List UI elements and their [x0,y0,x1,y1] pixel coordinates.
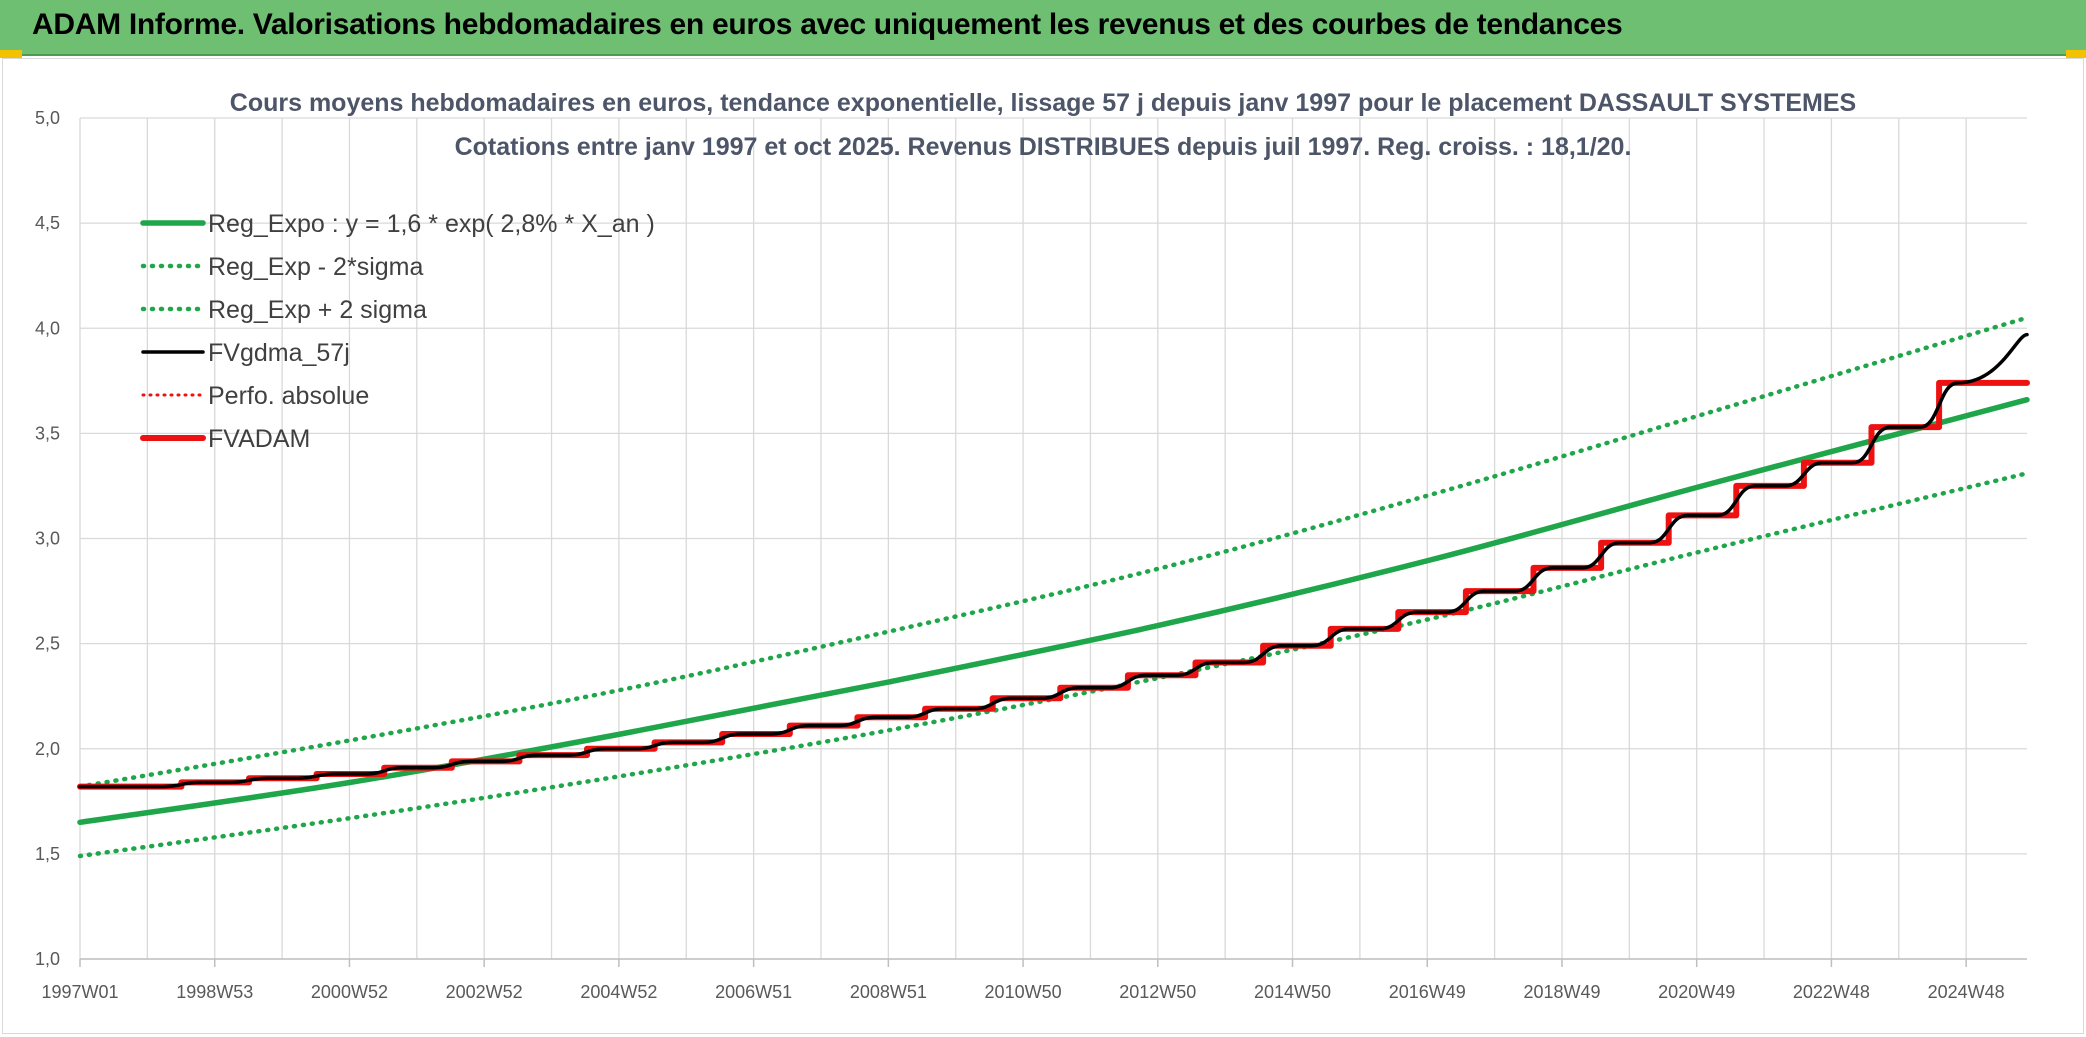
series-reg-exp-plus-2sigma [77,315,2030,789]
x-tick-label: 2022W48 [1793,982,1870,1002]
x-tick-label: 1997W01 [41,982,118,1002]
x-tick-label: 2008W51 [850,982,927,1002]
series-fvadam [77,379,2030,790]
legend-label: Reg_Exp + 2 sigma [208,296,427,324]
x-tick-label: 2024W48 [1928,982,2005,1002]
series-reg-exp-minus-2sigma [77,471,2030,859]
series-fvgdma-57j [78,332,2029,789]
y-tick-label: 3,5 [35,423,60,443]
y-tick-label: 5,0 [35,108,60,128]
x-tick-label: 2002W52 [446,982,523,1002]
x-tick-label: 2006W51 [715,982,792,1002]
legend-label: FVgdma_57j [208,339,350,367]
series-perfo-absolue [78,381,2029,789]
y-tick-label: 3,0 [35,529,60,549]
banner-corner-right [2066,50,2086,58]
x-tick-label: 2000W52 [311,982,388,1002]
legend-label: Perfo. absolue [208,382,369,410]
series-reg-expo [77,396,2030,826]
x-tick-label: 2014W50 [1254,982,1331,1002]
x-tick-label: 1998W53 [176,982,253,1002]
x-tick-label: 2016W49 [1389,982,1466,1002]
x-tick-label: 2012W50 [1119,982,1196,1002]
report-banner: ADAM Informe. Valorisations hebdomadaire… [0,0,2086,56]
legend-label: FVADAM [208,425,310,453]
x-tick-label: 2010W50 [985,982,1062,1002]
x-tick-label: 2018W49 [1523,982,1600,1002]
banner-corner-left [0,50,22,58]
chart-title-line-2: Cotations entre janv 1997 et oct 2025. R… [455,133,1632,161]
legend: Reg_Expo : y = 1,6 * exp( 2,8% * X_an ) R… [140,210,655,453]
axes: 1,0 1,5 2,0 2,5 3,0 3,5 4,0 4,5 5,0 1997W01 1998W5… [35,108,2027,1002]
legend-label: Reg_Exp - 2*sigma [208,253,423,281]
series-layer [77,315,2030,859]
chart-title: Cours moyens hebdomadaires en euros, ten… [230,89,1856,161]
x-tick-label: 2020W49 [1658,982,1735,1002]
grid-layer [79,117,2027,960]
y-tick-label: 4,0 [35,318,60,338]
y-tick-label: 2,0 [35,739,60,759]
legend-label: Reg_Expo : y = 1,6 * exp( 2,8% * X_an ) [208,210,655,238]
x-tick-label: 2004W52 [580,982,657,1002]
y-tick-label: 1,0 [35,949,60,969]
y-tick-label: 1,5 [35,844,60,864]
report-title: ADAM Informe. Valorisations hebdomadaire… [32,8,1623,41]
y-tick-label: 2,5 [35,634,60,654]
y-tick-label: 4,5 [35,213,60,233]
chart-title-line-1: Cours moyens hebdomadaires en euros, ten… [230,89,1856,117]
